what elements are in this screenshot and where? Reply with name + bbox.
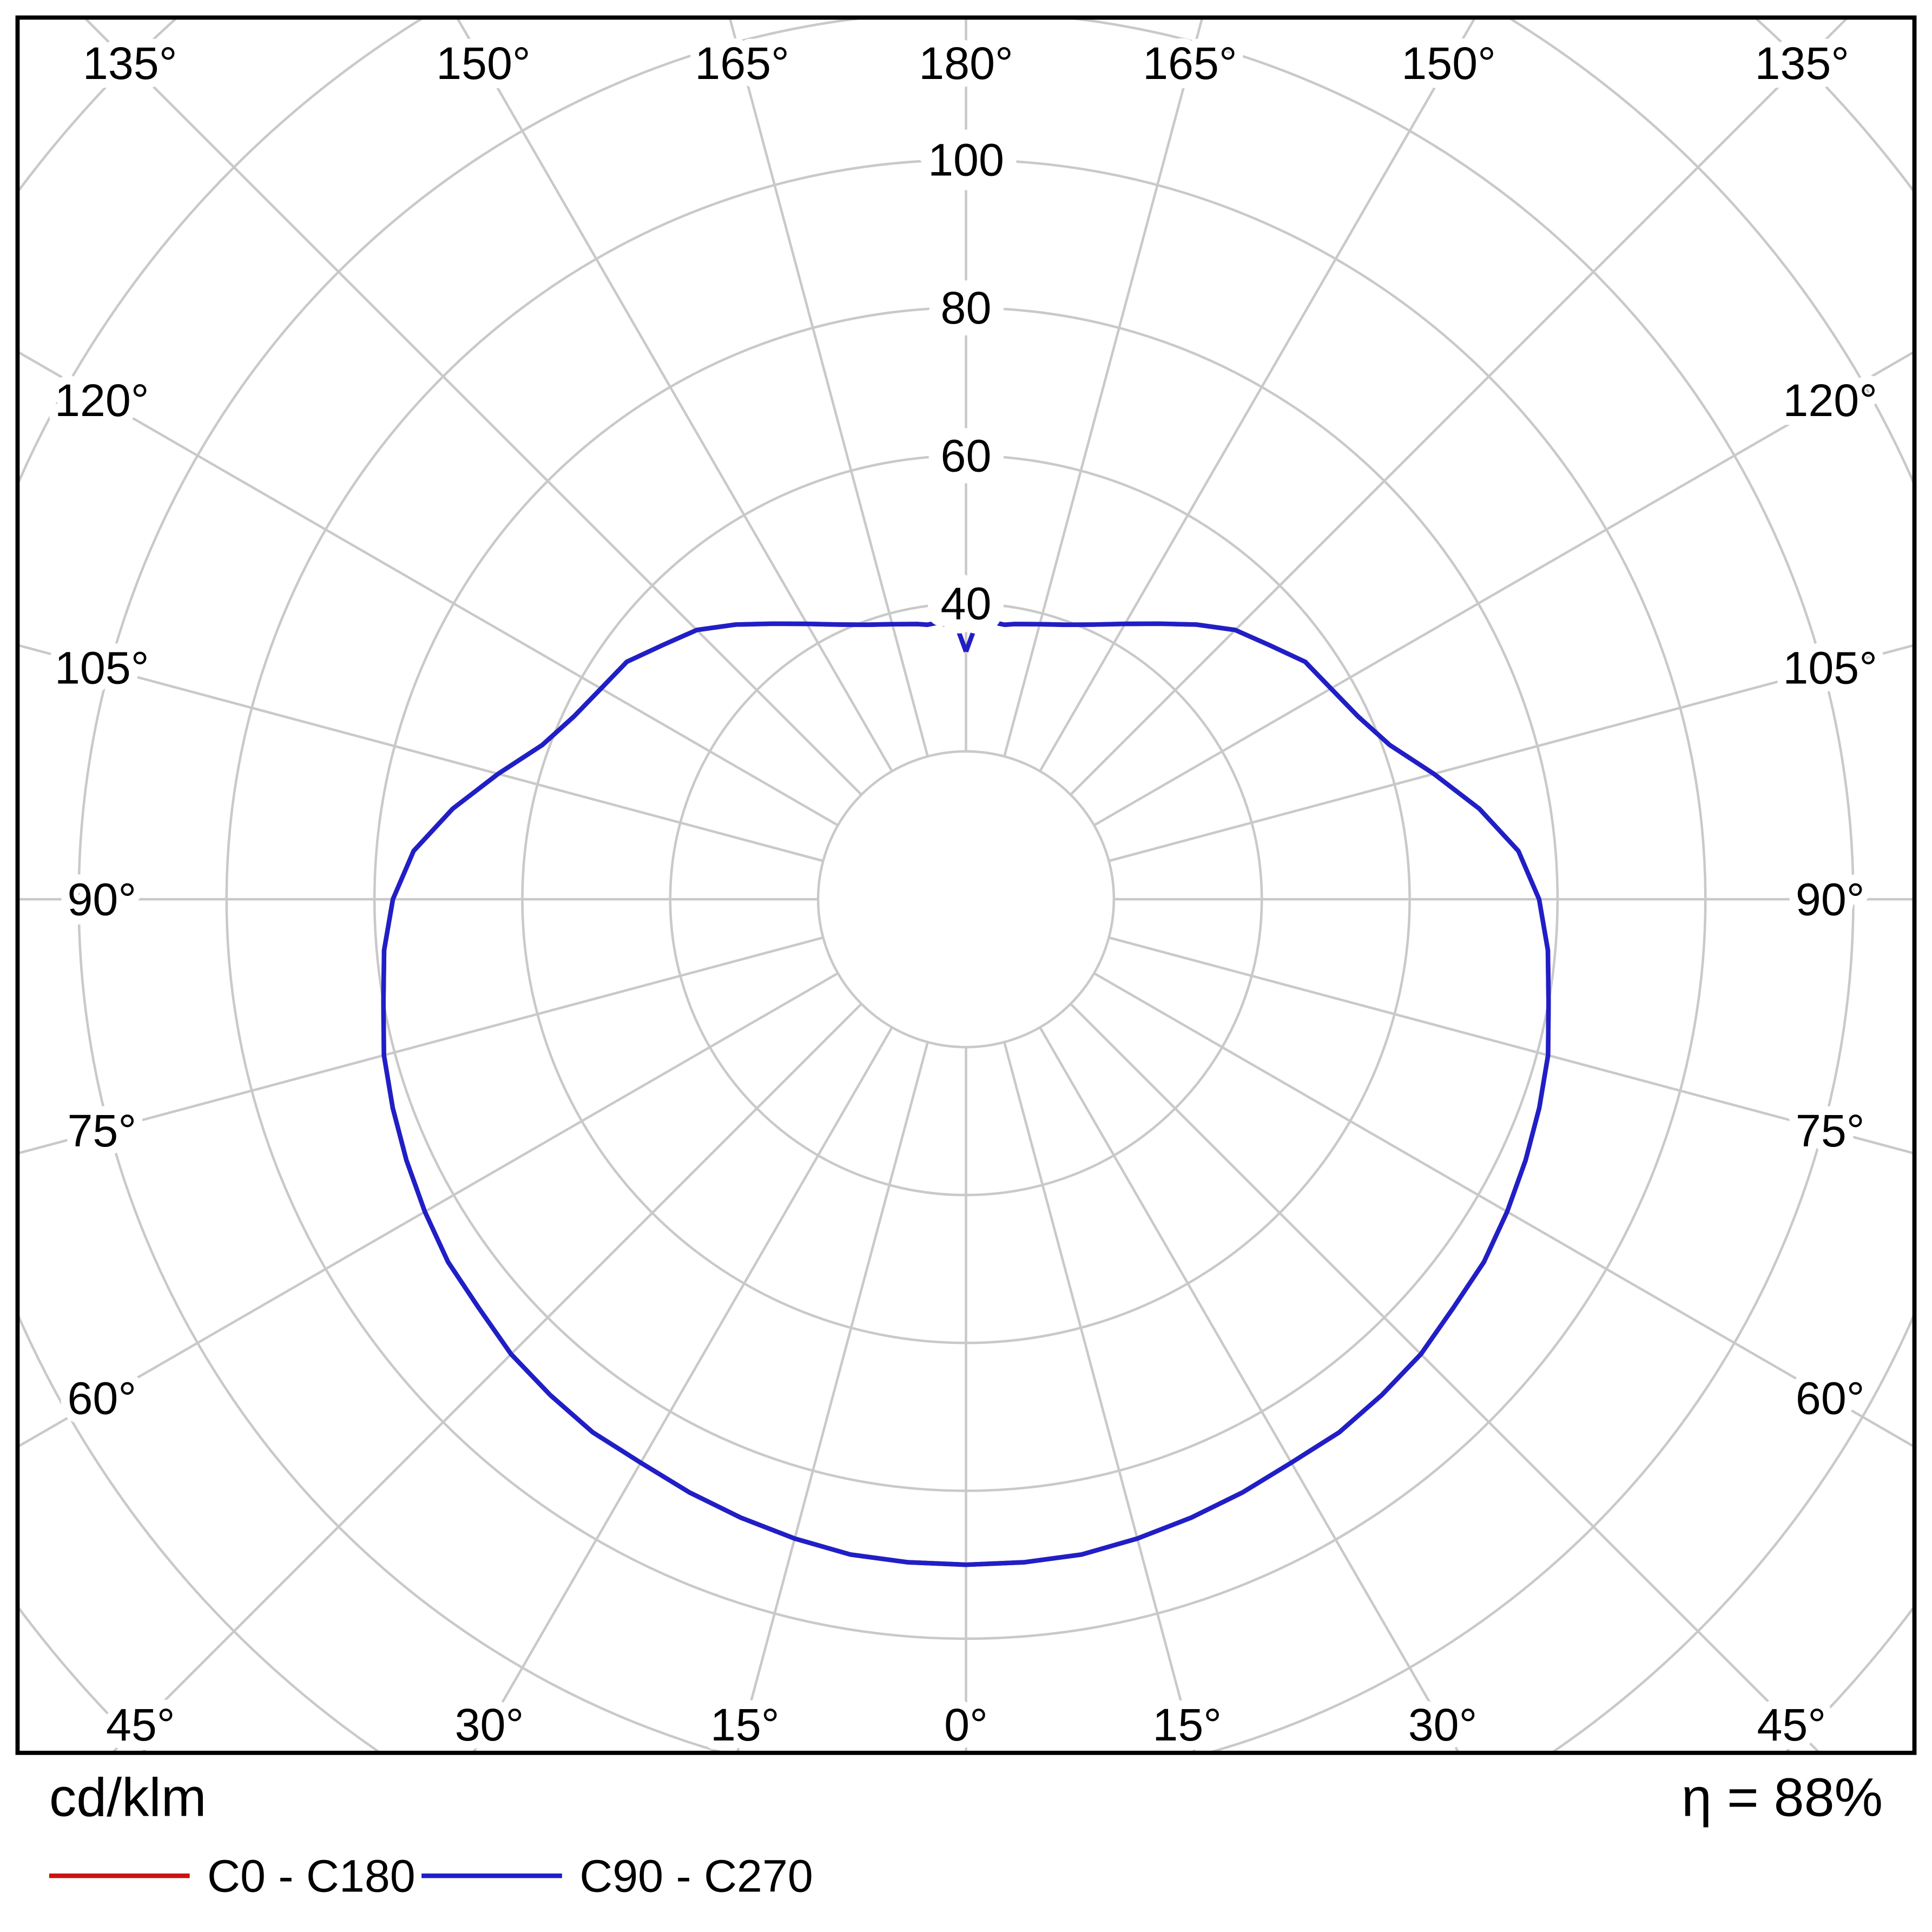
radial-tick-label: 80 [941,282,992,333]
grid-ring [816,750,1116,1049]
angle-label: 15° [710,1699,780,1750]
angle-label: 90° [67,874,136,925]
angle-label: 135° [83,38,177,89]
angle-label: 150° [436,38,531,89]
grid-spoke [728,17,929,757]
grid-spoke [110,1003,862,1753]
radial-tick-label: 40 [941,578,992,629]
grid-spoke [1039,1026,1461,1753]
legend: cd/klm η = 88% C0 - C180 C90 - C270 [49,1768,1883,1902]
grid-spoke [1108,643,1915,862]
grid-spoke [1070,17,1850,796]
grid-spoke [455,17,893,772]
angle-label: 60° [67,1373,136,1424]
angle-label: 180° [919,38,1013,89]
grid-spoke [17,643,824,862]
intensity-curves [381,620,1551,1567]
curve-c90-c270 [381,620,1551,1567]
angle-label: 15° [1152,1699,1222,1750]
angle-label: 120° [1783,375,1877,426]
axis-labels: 0° 15° 15° 30° 30° 45° 45° 60° 60° 75° 75° 90° 90° 10… [46,29,1886,1759]
units-label: cd/klm [49,1768,207,1828]
grid-spoke [82,17,862,796]
angle-label: 90° [1796,874,1865,925]
grid-spoke [1093,350,1915,827]
grid-spoke [17,972,839,1448]
angle-label: 165° [695,38,789,89]
angle-label: 105° [1783,642,1877,693]
efficiency-label: η = 88% [1682,1768,1883,1828]
grid-spoke [17,936,824,1155]
grid-spoke [1070,1003,1822,1753]
grid-spoke [1003,17,1204,757]
angle-label: 150° [1401,38,1496,89]
angle-label: 30° [455,1699,524,1750]
legend-label-c90-c270: C90 - C270 [579,1850,813,1901]
grid-spoke [17,350,839,827]
grid-spoke [1093,972,1915,1448]
angle-label: 75° [67,1105,136,1156]
grid-spoke [1108,936,1915,1155]
grid-spoke [471,1026,893,1753]
grid-spoke [736,1041,929,1753]
radial-tick-label: 60 [941,430,992,481]
angle-label: 165° [1143,38,1237,89]
angle-label: 45° [1757,1699,1826,1750]
angle-label: 60° [1796,1373,1865,1424]
angle-label: 45° [106,1699,175,1750]
angle-label: 0° [944,1699,988,1750]
angle-label: 120° [55,375,149,426]
radial-tick-label: 100 [928,135,1004,186]
legend-label-c0-c180: C0 - C180 [207,1850,416,1901]
grid-spoke [1003,1041,1196,1753]
grid-spoke [1039,17,1477,772]
angle-label: 105° [55,642,149,693]
angle-label: 135° [1755,38,1849,89]
angle-label: 30° [1408,1699,1478,1750]
angle-label: 75° [1796,1105,1865,1156]
chart-frame [15,15,1917,1755]
